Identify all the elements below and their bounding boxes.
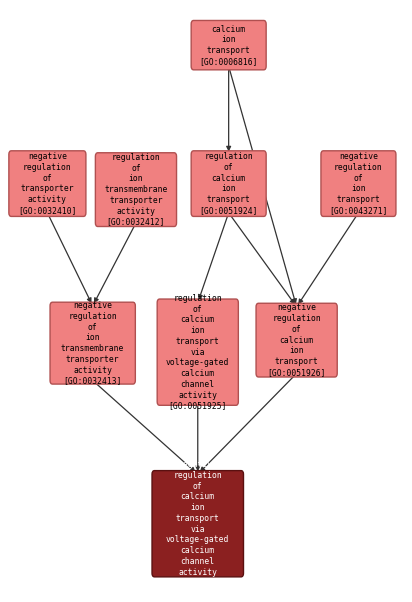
- Text: regulation
of
calcium
ion
transport
[GO:0051924]: regulation of calcium ion transport [GO:…: [199, 152, 258, 215]
- Text: negative
regulation
of
ion
transport
[GO:0043271]: negative regulation of ion transport [GO…: [329, 152, 388, 215]
- Text: negative
regulation
of
ion
transmembrane
transporter
activity
[GO:0032413]: negative regulation of ion transmembrane…: [61, 301, 124, 385]
- FancyBboxPatch shape: [191, 20, 266, 70]
- FancyBboxPatch shape: [256, 303, 337, 377]
- FancyBboxPatch shape: [321, 151, 396, 217]
- FancyBboxPatch shape: [157, 299, 238, 405]
- FancyBboxPatch shape: [191, 151, 266, 217]
- Text: calcium
ion
transport
[GO:0006816]: calcium ion transport [GO:0006816]: [199, 25, 258, 66]
- FancyBboxPatch shape: [50, 302, 135, 384]
- FancyBboxPatch shape: [95, 153, 176, 226]
- Text: negative
regulation
of
calcium
ion
transport
via
voltage-gated
calcium
channel
a: negative regulation of calcium ion trans…: [166, 460, 229, 588]
- FancyBboxPatch shape: [152, 471, 243, 577]
- Text: regulation
of
calcium
ion
transport
via
voltage-gated
calcium
channel
activity
[: regulation of calcium ion transport via …: [166, 294, 229, 411]
- Text: regulation
of
ion
transmembrane
transporter
activity
[GO:0032412]: regulation of ion transmembrane transpor…: [104, 153, 168, 226]
- Text: negative
regulation
of
transporter
activity
[GO:0032410]: negative regulation of transporter activ…: [18, 152, 77, 215]
- Text: negative
regulation
of
calcium
ion
transport
[GO:0051926]: negative regulation of calcium ion trans…: [267, 303, 326, 377]
- FancyBboxPatch shape: [9, 151, 86, 217]
